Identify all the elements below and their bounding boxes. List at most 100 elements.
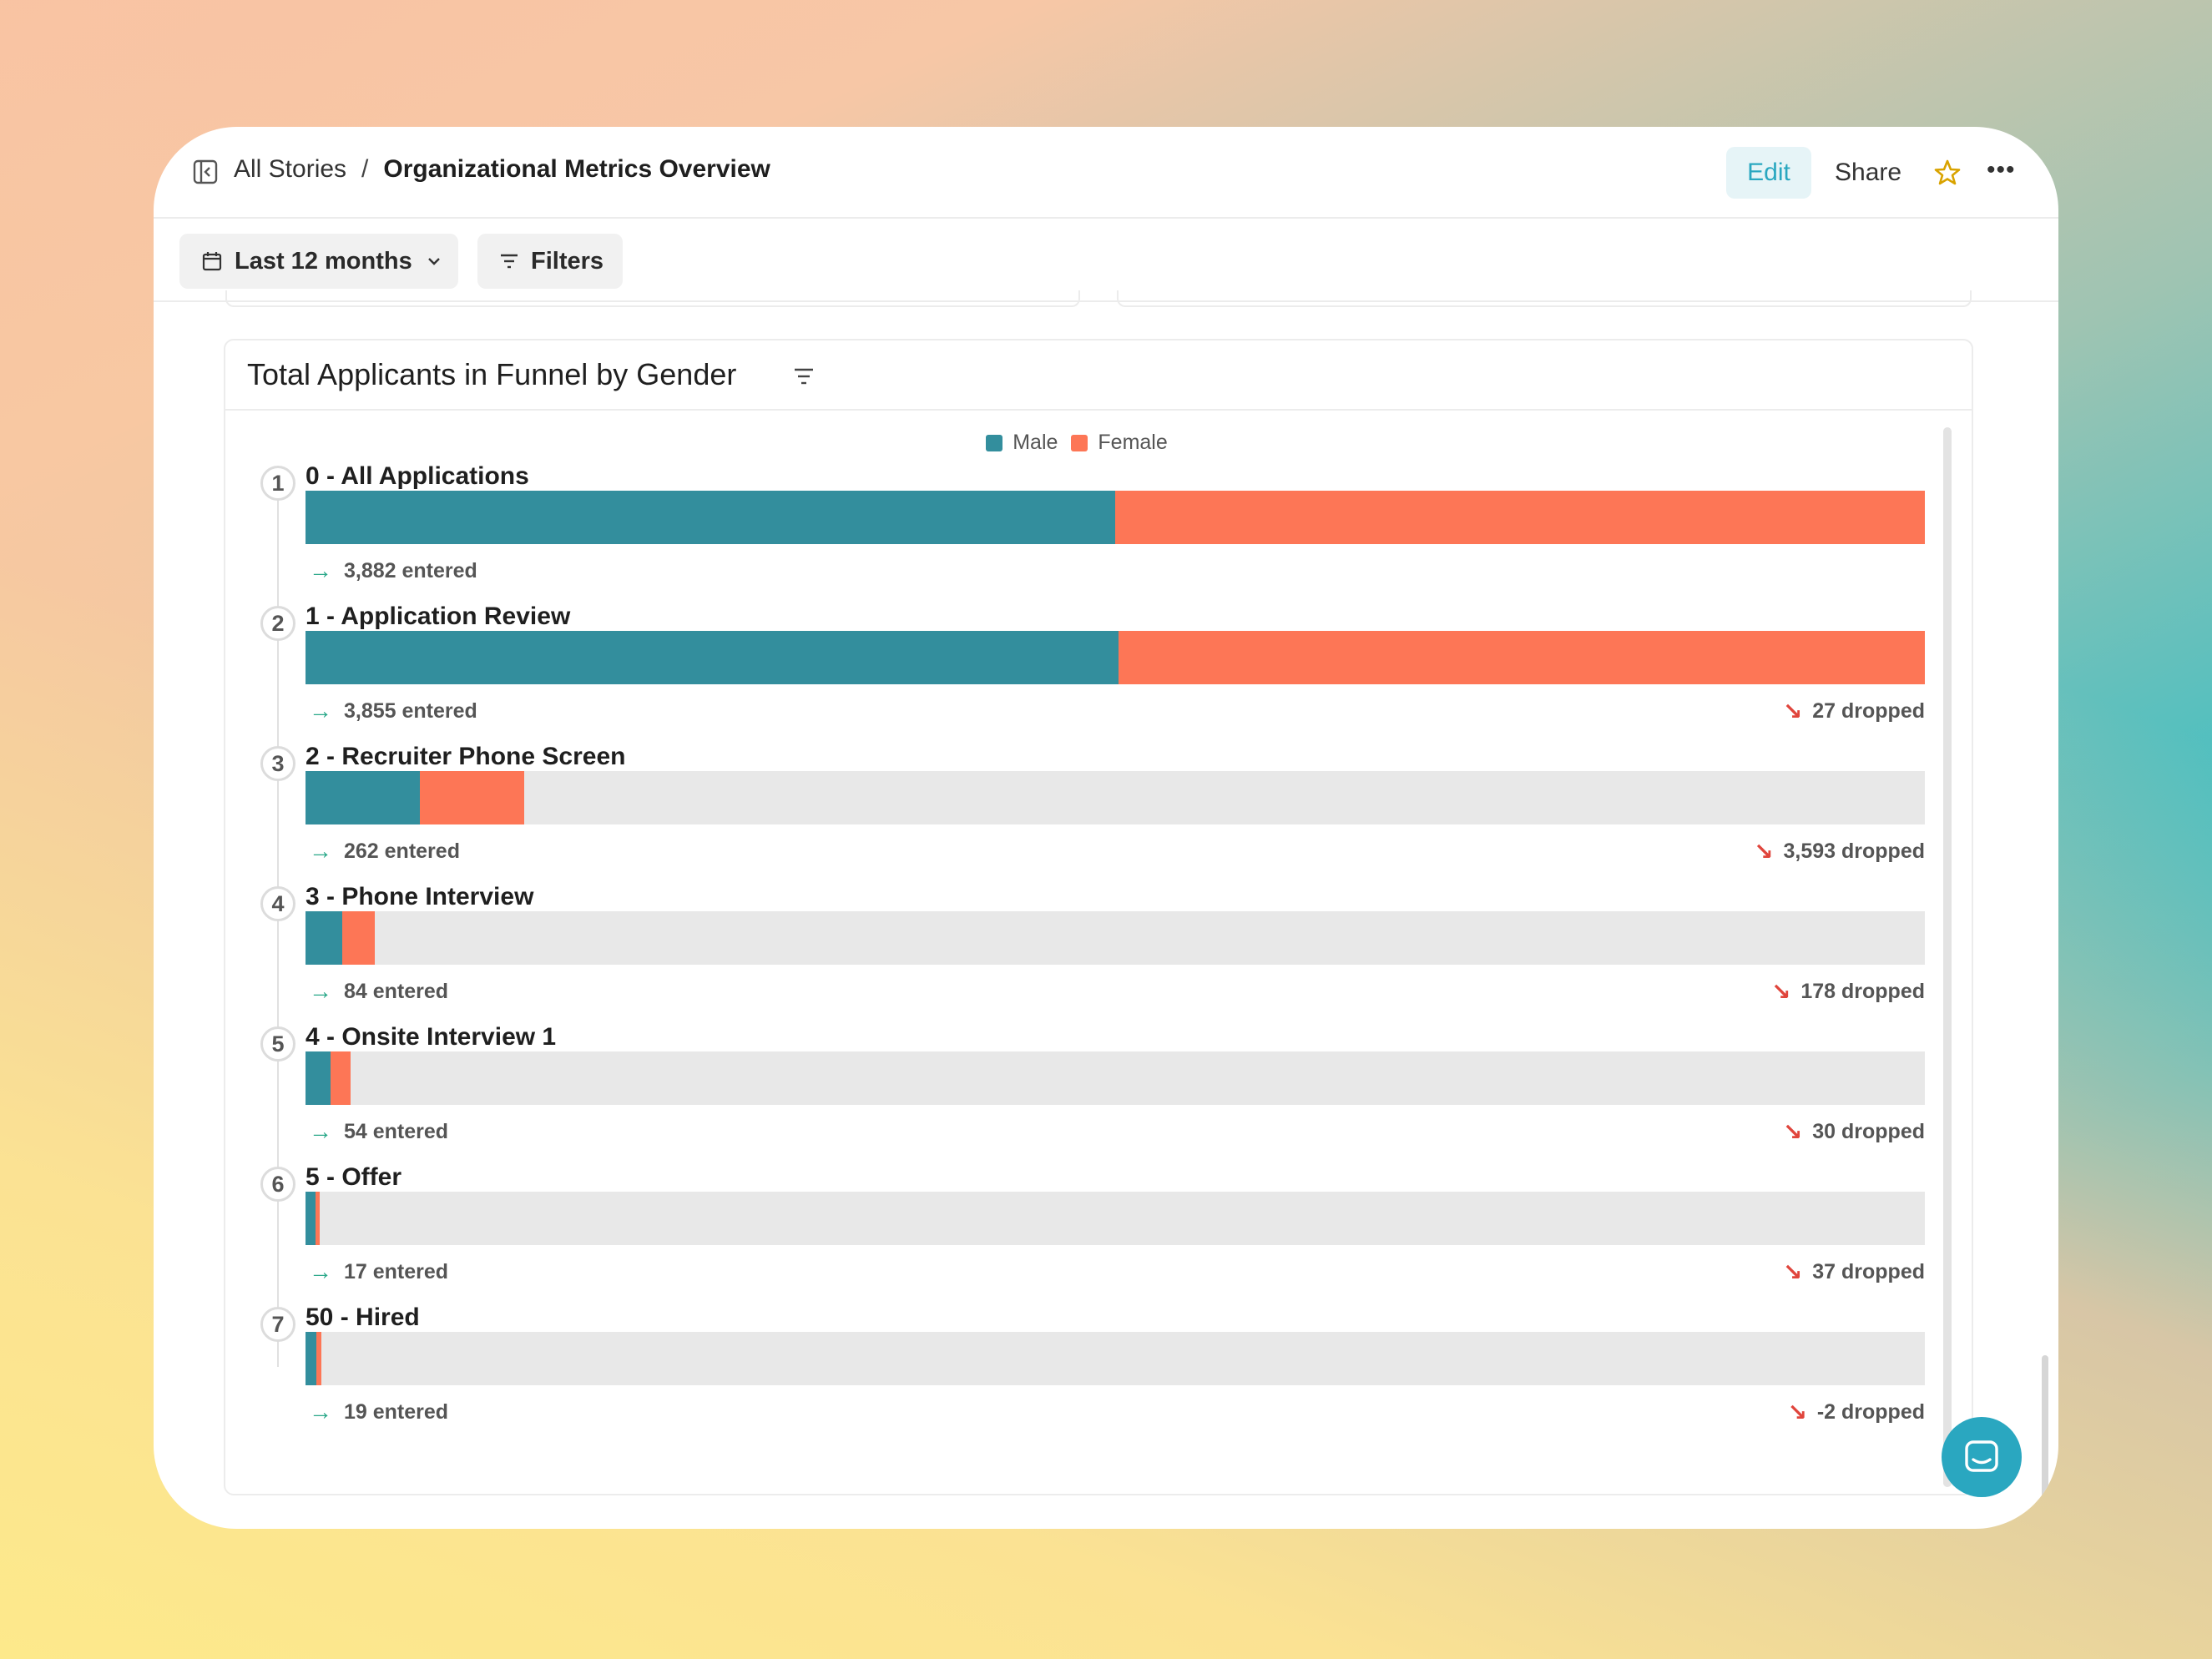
edit-button[interactable]: Edit bbox=[1726, 147, 1811, 199]
breadcrumb-separator: / bbox=[361, 155, 369, 183]
funnel-chart-card: Total Applicants in Funnel by Gender Mal… bbox=[224, 339, 1973, 1495]
previous-card-edge bbox=[1117, 290, 1972, 307]
sidebar-toggle-icon[interactable] bbox=[192, 159, 219, 185]
funnel-step: 7 50 - Hired → 19 entered ↘ -2 dropped bbox=[225, 1304, 1945, 1445]
chevron-down-icon bbox=[427, 258, 440, 265]
arrow-right-icon: → bbox=[309, 557, 332, 583]
breadcrumb: All Stories / Organizational Metrics Ove… bbox=[234, 155, 770, 184]
dropped-text: 27 dropped bbox=[1812, 699, 1925, 723]
filters-button[interactable]: Filters bbox=[477, 234, 623, 289]
app-window: All Stories / Organizational Metrics Ove… bbox=[154, 127, 2058, 1529]
legend-label: Female bbox=[1098, 431, 1168, 454]
bar-segment-female[interactable] bbox=[419, 771, 524, 824]
bar-segment-male[interactable] bbox=[306, 1192, 316, 1245]
bar-segment-male[interactable] bbox=[306, 1332, 316, 1385]
bar-segment-male[interactable] bbox=[306, 1051, 331, 1105]
entered-count: → 84 entered bbox=[309, 978, 448, 1005]
dropped-text: 178 dropped bbox=[1800, 980, 1925, 1003]
more-options-icon[interactable]: ••• bbox=[1987, 156, 2016, 184]
bar-segment-female[interactable] bbox=[341, 911, 376, 965]
bar-segment-female[interactable] bbox=[316, 1332, 322, 1385]
bar-segment-male[interactable] bbox=[306, 491, 1115, 544]
entered-count: → 3,855 entered bbox=[309, 698, 477, 724]
entered-count: → 54 entered bbox=[309, 1118, 448, 1145]
entered-count: → 3,882 entered bbox=[309, 557, 477, 584]
arrow-right-icon: → bbox=[309, 838, 332, 864]
dropped-text: -2 dropped bbox=[1816, 1400, 1925, 1424]
entered-count: → 19 entered bbox=[309, 1399, 448, 1425]
arrow-right-icon: → bbox=[309, 1118, 332, 1144]
legend-item-female: Female bbox=[1071, 431, 1168, 455]
dropped-count: ↘ 3,593 dropped bbox=[1754, 838, 1925, 865]
chat-support-button[interactable] bbox=[1942, 1417, 2022, 1497]
legend-item-male: Male bbox=[986, 431, 1058, 455]
bar-segment-female[interactable] bbox=[315, 1192, 321, 1245]
step-label: 3 - Phone Interview bbox=[306, 883, 534, 910]
arrow-right-icon: → bbox=[309, 1399, 332, 1425]
bar-segment-male[interactable] bbox=[306, 911, 342, 965]
dropped-text: 37 dropped bbox=[1812, 1260, 1925, 1283]
step-label: 0 - All Applications bbox=[306, 462, 529, 490]
dropped-text: 30 dropped bbox=[1812, 1120, 1925, 1143]
dropped-count: ↘ 30 dropped bbox=[1783, 1118, 1925, 1146]
step-bar[interactable] bbox=[306, 491, 1925, 544]
share-button[interactable]: Share bbox=[1835, 159, 1902, 186]
arrow-down-right-icon: ↘ bbox=[1782, 1259, 1803, 1285]
entered-text: 3,855 entered bbox=[344, 698, 477, 723]
filter-icon[interactable] bbox=[793, 367, 815, 386]
chart-scrollbar[interactable] bbox=[1943, 427, 1952, 1487]
bar-segment-female[interactable] bbox=[1118, 631, 1925, 684]
step-bar[interactable] bbox=[306, 771, 1925, 824]
step-label: 5 - Offer bbox=[306, 1163, 402, 1191]
breadcrumb-all-stories[interactable]: All Stories bbox=[234, 155, 347, 183]
card-header: Total Applicants in Funnel by Gender bbox=[225, 340, 1972, 411]
arrow-down-right-icon: ↘ bbox=[1770, 979, 1791, 1005]
top-bar: All Stories / Organizational Metrics Ove… bbox=[154, 127, 2058, 219]
page-scrollbar[interactable] bbox=[2042, 1355, 2048, 1514]
legend-swatch-male bbox=[986, 434, 1003, 451]
step-bar[interactable] bbox=[306, 1332, 1925, 1385]
step-number-badge: 6 bbox=[260, 1167, 295, 1202]
step-number-badge: 1 bbox=[260, 466, 295, 501]
funnel-step: 2 1 - Application Review → 3,855 entered ↘ 27… bbox=[225, 603, 1945, 744]
dropped-count: ↘ -2 dropped bbox=[1787, 1399, 1925, 1426]
funnel-step: 3 2 - Recruiter Phone Screen → 262 entered ↘… bbox=[225, 743, 1945, 885]
entered-text: 19 entered bbox=[344, 1399, 449, 1424]
step-bar[interactable] bbox=[306, 631, 1925, 684]
entered-text: 17 entered bbox=[344, 1259, 449, 1283]
step-label: 1 - Application Review bbox=[306, 603, 571, 630]
dropped-text: 3,593 dropped bbox=[1783, 840, 1926, 863]
bar-segment-female[interactable] bbox=[331, 1051, 351, 1105]
step-bar[interactable] bbox=[306, 911, 1925, 965]
step-number-badge: 5 bbox=[260, 1026, 295, 1061]
chart-legend: Male Female bbox=[225, 431, 1928, 455]
step-bar[interactable] bbox=[306, 1192, 1925, 1245]
funnel-step: 6 5 - Offer → 17 entered ↘ 37 dropped bbox=[225, 1163, 1945, 1305]
arrow-right-icon: → bbox=[309, 978, 332, 1004]
step-number-badge: 4 bbox=[260, 886, 295, 921]
dropped-count: ↘ 27 dropped bbox=[1783, 698, 1925, 725]
bar-segment-male[interactable] bbox=[306, 631, 1119, 684]
entered-count: → 17 entered bbox=[309, 1258, 448, 1285]
entered-count: → 262 entered bbox=[309, 838, 460, 865]
previous-card-edge bbox=[225, 290, 1080, 307]
step-bar[interactable] bbox=[306, 1051, 1925, 1105]
funnel-step: 4 3 - Phone Interview → 84 entered ↘ 178 drop… bbox=[225, 883, 1945, 1025]
filters-label: Filters bbox=[531, 247, 604, 275]
step-label: 2 - Recruiter Phone Screen bbox=[306, 743, 626, 770]
calendar-icon bbox=[202, 252, 222, 271]
bar-segment-female[interactable] bbox=[1115, 491, 1925, 544]
step-number-badge: 3 bbox=[260, 746, 295, 781]
bar-segment-male[interactable] bbox=[306, 771, 420, 824]
date-range-dropdown[interactable]: Last 12 months bbox=[179, 234, 458, 289]
funnel-step: 5 4 - Onsite Interview 1 → 54 entered ↘ 30 dr… bbox=[225, 1023, 1945, 1165]
arrow-right-icon: → bbox=[309, 1258, 332, 1284]
star-icon[interactable] bbox=[1933, 159, 1962, 187]
arrow-down-right-icon: ↘ bbox=[1782, 698, 1803, 724]
page-title: Organizational Metrics Overview bbox=[383, 155, 770, 183]
arrow-down-right-icon: ↘ bbox=[1787, 1399, 1807, 1425]
entered-text: 54 entered bbox=[344, 1119, 449, 1143]
step-number-badge: 7 bbox=[260, 1307, 295, 1342]
entered-text: 3,882 entered bbox=[344, 558, 477, 582]
legend-swatch-female bbox=[1071, 434, 1088, 451]
